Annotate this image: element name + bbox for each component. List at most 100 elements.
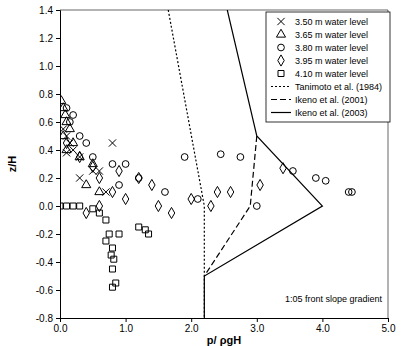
tick: 1.0 xyxy=(39,61,60,72)
tick: 4.0 xyxy=(316,318,330,334)
point xyxy=(76,151,82,162)
point xyxy=(83,140,90,147)
point xyxy=(69,138,78,146)
point xyxy=(66,119,73,126)
point xyxy=(90,206,96,212)
point xyxy=(63,105,70,112)
point xyxy=(106,231,112,237)
tick-label: 1.0 xyxy=(39,61,53,72)
legend-swatch xyxy=(278,71,284,77)
point xyxy=(136,224,142,230)
legend-item: 3.65 m water level xyxy=(276,29,368,40)
point xyxy=(109,284,115,290)
tick-label: -0.4 xyxy=(36,257,54,268)
point xyxy=(103,217,109,223)
tick-mark xyxy=(56,290,60,291)
tick-mark xyxy=(56,234,60,235)
tick: 0.0 xyxy=(54,318,68,334)
point xyxy=(146,231,152,237)
tick-label: 1.4 xyxy=(39,5,53,16)
plot: 0.01.02.03.04.05.0-0.8-0.6-0.4-0.20.00.2… xyxy=(36,5,396,334)
point xyxy=(349,189,356,196)
tick: 1.2 xyxy=(39,33,60,44)
point xyxy=(76,174,83,181)
tick-mark xyxy=(56,66,60,67)
tick-mark xyxy=(56,94,60,95)
tick: -0.8 xyxy=(36,313,60,324)
tick: -0.2 xyxy=(36,229,60,240)
tick-label: 0.8 xyxy=(39,89,53,100)
point xyxy=(208,200,214,211)
point xyxy=(122,161,129,168)
axis-line xyxy=(56,11,61,319)
point xyxy=(122,193,128,204)
legend-label: 4.10 m water level xyxy=(295,69,368,79)
point xyxy=(83,207,89,218)
tick-mark xyxy=(322,318,323,322)
point xyxy=(116,165,122,176)
x-axis: 0.01.02.03.04.05.0 xyxy=(54,318,396,334)
tick: -0.4 xyxy=(36,257,60,268)
axis-line xyxy=(61,319,389,323)
tick-mark xyxy=(388,318,389,322)
x-axis-title: p/ ρgH xyxy=(207,334,241,346)
point xyxy=(188,193,194,204)
tick: 0.8 xyxy=(39,89,60,100)
tick: 0.0 xyxy=(39,201,60,212)
legend-item: Ikeno et al. (2003) xyxy=(271,108,368,118)
legend-item: 3.50 m water level xyxy=(277,17,368,27)
legend-item: 4.10 m water level xyxy=(278,69,368,79)
tick-label: -0.6 xyxy=(36,285,54,296)
point xyxy=(96,172,102,183)
legend-label: 3.50 m water level xyxy=(295,17,368,27)
legend-swatch xyxy=(278,44,285,51)
y-axis-title: z/H xyxy=(6,156,18,173)
point xyxy=(312,175,319,182)
tick-mark xyxy=(191,318,192,322)
legend-label: Tanimoto et al. (1984) xyxy=(295,82,382,92)
point xyxy=(89,154,96,161)
point xyxy=(194,196,201,203)
point xyxy=(116,231,122,237)
point xyxy=(109,161,116,168)
tick: -0.6 xyxy=(36,285,60,296)
legend-label: 3.80 m water level xyxy=(295,43,368,53)
point xyxy=(70,203,76,209)
y-axis: -0.8-0.6-0.4-0.20.00.20.40.60.81.01.21.4 xyxy=(36,5,61,324)
tick-mark xyxy=(56,206,60,207)
point xyxy=(76,133,83,140)
tick: 0.2 xyxy=(39,173,60,184)
point xyxy=(217,151,224,158)
legend-item: 3.80 m water level xyxy=(278,43,368,53)
tick-label: 1.2 xyxy=(39,33,53,44)
annotation: 1:05 front slope gradient xyxy=(285,294,383,304)
point xyxy=(70,112,77,119)
point xyxy=(90,161,96,172)
tick: 1.0 xyxy=(119,318,133,334)
legend-box xyxy=(266,12,390,122)
point xyxy=(289,168,296,175)
point xyxy=(60,203,63,209)
legend-label: 3.65 m water level xyxy=(295,30,368,40)
point xyxy=(162,189,169,196)
tick-label: 0.0 xyxy=(39,201,53,212)
tick-label: -0.8 xyxy=(36,313,54,324)
legend-swatch xyxy=(271,99,291,100)
point xyxy=(168,207,174,218)
tick-mark xyxy=(56,150,60,151)
point xyxy=(82,180,91,188)
point xyxy=(135,172,141,183)
tick-mark xyxy=(56,262,60,263)
reference-line xyxy=(204,136,256,276)
legend-label: Ikeno et al. (2001) xyxy=(295,95,368,105)
tick-mark xyxy=(56,122,60,123)
tick-label: 0.2 xyxy=(39,173,53,184)
point xyxy=(116,182,123,189)
tick: 2.0 xyxy=(185,318,199,334)
point xyxy=(227,186,233,197)
point xyxy=(109,139,116,146)
point xyxy=(109,245,115,251)
point xyxy=(149,179,155,190)
legend-swatch xyxy=(276,29,285,37)
legend-label: 3.95 m water level xyxy=(295,56,368,66)
